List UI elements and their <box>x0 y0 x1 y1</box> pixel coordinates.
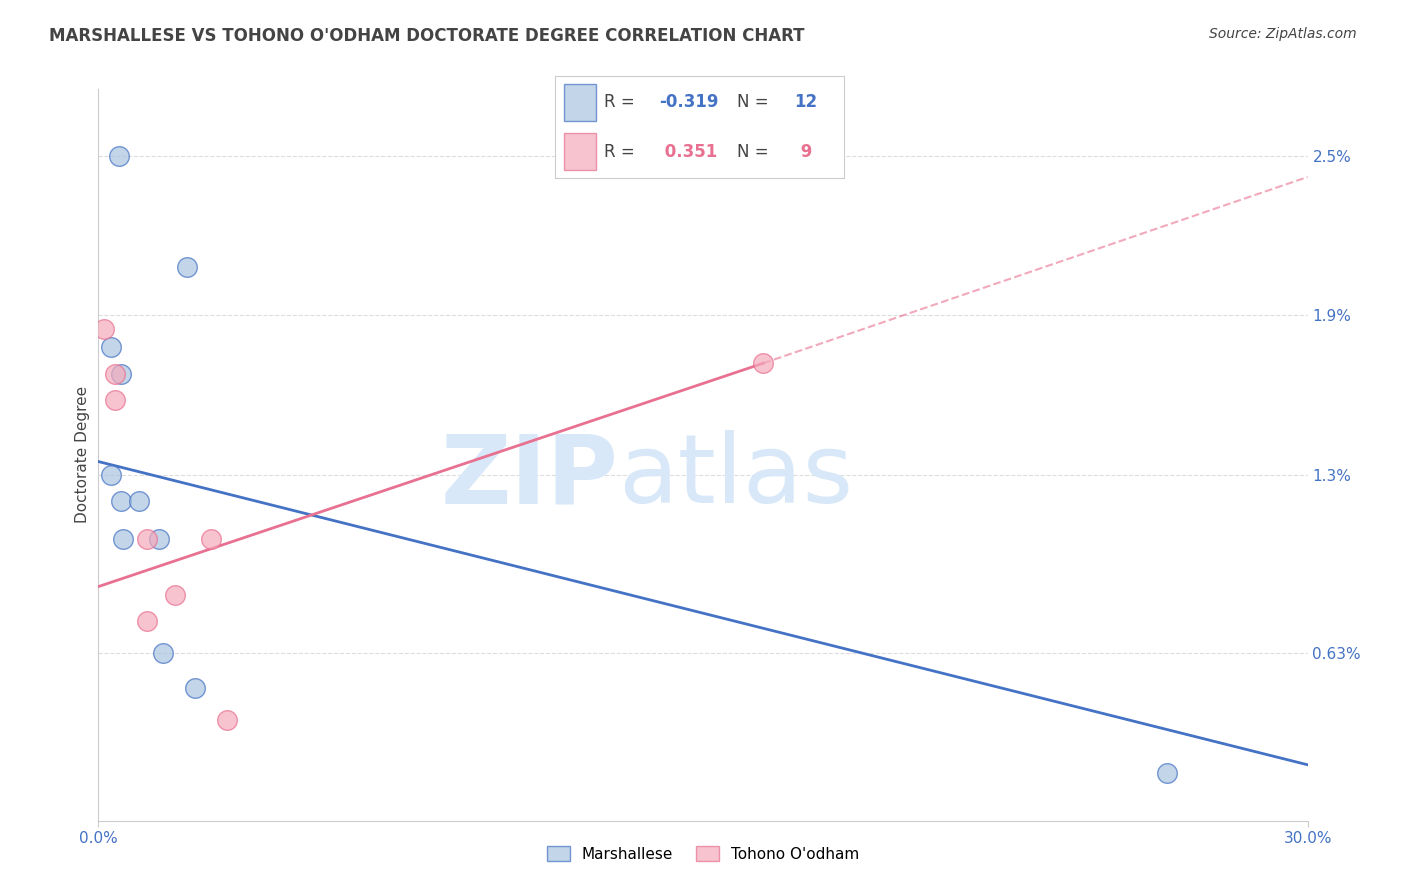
Point <box>200 532 222 546</box>
Point <box>752 356 775 370</box>
Text: MARSHALLESE VS TOHONO O'ODHAM DOCTORATE DEGREE CORRELATION CHART: MARSHALLESE VS TOHONO O'ODHAM DOCTORATE … <box>49 27 804 45</box>
Point <box>110 494 132 508</box>
Text: R =: R = <box>605 94 640 112</box>
Point <box>148 532 170 546</box>
Point <box>128 494 150 508</box>
Text: Source: ZipAtlas.com: Source: ZipAtlas.com <box>1209 27 1357 41</box>
Point <box>100 340 122 354</box>
Point <box>110 367 132 381</box>
Point <box>163 588 186 602</box>
Point <box>217 713 239 727</box>
Point <box>135 532 157 546</box>
Text: N =: N = <box>737 94 773 112</box>
Point <box>135 614 157 628</box>
Legend: Marshallese, Tohono O'odham: Marshallese, Tohono O'odham <box>540 840 866 868</box>
Text: 9: 9 <box>794 143 813 161</box>
Point <box>107 149 129 163</box>
Point <box>103 367 125 381</box>
Point <box>176 260 198 275</box>
Point <box>103 393 125 408</box>
Point <box>93 321 115 335</box>
Point <box>100 467 122 482</box>
Point <box>1156 765 1178 780</box>
Bar <box>564 133 596 170</box>
Text: R =: R = <box>605 143 640 161</box>
Point <box>184 681 207 695</box>
Text: -0.319: -0.319 <box>659 94 718 112</box>
Text: atlas: atlas <box>619 430 853 524</box>
Text: ZIP: ZIP <box>440 430 619 524</box>
Point <box>152 646 174 660</box>
Text: N =: N = <box>737 143 773 161</box>
Point <box>111 532 134 546</box>
Text: 0.351: 0.351 <box>659 143 717 161</box>
Bar <box>564 84 596 121</box>
Y-axis label: Doctorate Degree: Doctorate Degree <box>75 386 90 524</box>
Text: 12: 12 <box>794 94 818 112</box>
